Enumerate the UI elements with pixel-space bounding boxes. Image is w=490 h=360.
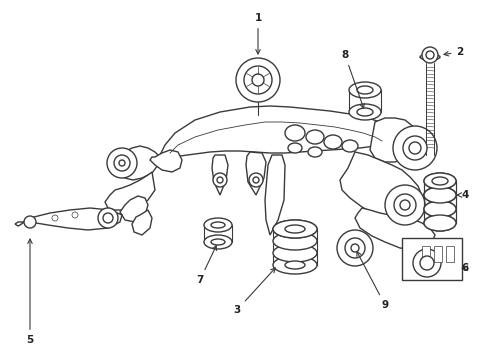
Circle shape <box>351 244 359 252</box>
Ellipse shape <box>288 143 302 153</box>
Circle shape <box>413 249 441 277</box>
Circle shape <box>114 155 130 171</box>
Ellipse shape <box>349 82 381 98</box>
Circle shape <box>249 173 263 187</box>
Polygon shape <box>370 118 420 162</box>
Circle shape <box>244 66 272 94</box>
Bar <box>402 238 462 280</box>
Polygon shape <box>340 152 422 222</box>
Ellipse shape <box>211 239 225 245</box>
Circle shape <box>103 213 113 223</box>
Ellipse shape <box>420 54 440 60</box>
Ellipse shape <box>204 235 232 249</box>
Ellipse shape <box>273 220 317 238</box>
Polygon shape <box>120 196 148 222</box>
Ellipse shape <box>204 218 232 232</box>
Polygon shape <box>115 146 160 180</box>
Ellipse shape <box>285 125 305 141</box>
Circle shape <box>393 126 437 170</box>
Text: 9: 9 <box>357 252 389 310</box>
Bar <box>422 246 430 262</box>
Ellipse shape <box>349 104 381 120</box>
Polygon shape <box>160 106 392 157</box>
Ellipse shape <box>308 147 322 157</box>
Ellipse shape <box>424 201 456 217</box>
Ellipse shape <box>285 225 305 233</box>
Bar <box>446 246 454 262</box>
Ellipse shape <box>424 187 456 203</box>
Bar <box>434 246 442 262</box>
Polygon shape <box>355 208 435 250</box>
Circle shape <box>252 74 264 86</box>
Polygon shape <box>246 152 266 195</box>
Ellipse shape <box>424 187 456 203</box>
Circle shape <box>217 177 223 183</box>
Circle shape <box>400 200 410 210</box>
Circle shape <box>253 177 259 183</box>
Polygon shape <box>150 150 182 172</box>
Ellipse shape <box>342 140 358 152</box>
Polygon shape <box>212 155 228 195</box>
Ellipse shape <box>306 130 324 144</box>
Text: 8: 8 <box>342 50 364 108</box>
Ellipse shape <box>273 256 317 274</box>
Circle shape <box>337 230 373 266</box>
Text: 7: 7 <box>196 246 217 285</box>
Ellipse shape <box>424 173 456 189</box>
Circle shape <box>420 256 434 270</box>
Circle shape <box>119 160 125 166</box>
Circle shape <box>426 51 434 59</box>
Ellipse shape <box>357 86 373 94</box>
Text: 6: 6 <box>462 263 468 273</box>
Ellipse shape <box>424 215 456 231</box>
Circle shape <box>422 47 438 63</box>
Polygon shape <box>132 210 152 235</box>
Circle shape <box>409 142 421 154</box>
Text: 3: 3 <box>233 268 275 315</box>
Ellipse shape <box>357 108 373 116</box>
Circle shape <box>403 136 427 160</box>
Circle shape <box>213 173 227 187</box>
Text: 5: 5 <box>26 239 34 345</box>
Circle shape <box>52 215 58 221</box>
Ellipse shape <box>324 135 342 149</box>
Ellipse shape <box>432 177 448 185</box>
Ellipse shape <box>211 222 225 228</box>
Circle shape <box>385 185 425 225</box>
Circle shape <box>236 58 280 102</box>
Circle shape <box>394 194 416 216</box>
Circle shape <box>345 238 365 258</box>
Text: 2: 2 <box>444 47 464 57</box>
Ellipse shape <box>424 173 456 189</box>
Circle shape <box>107 148 137 178</box>
Polygon shape <box>105 172 155 210</box>
Ellipse shape <box>285 261 305 269</box>
Polygon shape <box>265 155 285 235</box>
Text: 4: 4 <box>457 190 469 200</box>
Polygon shape <box>15 208 122 230</box>
Text: 1: 1 <box>254 13 262 54</box>
Ellipse shape <box>273 220 317 238</box>
Ellipse shape <box>273 232 317 250</box>
Ellipse shape <box>424 215 456 231</box>
Circle shape <box>24 216 36 228</box>
Ellipse shape <box>273 244 317 262</box>
Circle shape <box>98 208 118 228</box>
Ellipse shape <box>424 187 456 203</box>
Circle shape <box>72 212 78 218</box>
Ellipse shape <box>424 201 456 217</box>
